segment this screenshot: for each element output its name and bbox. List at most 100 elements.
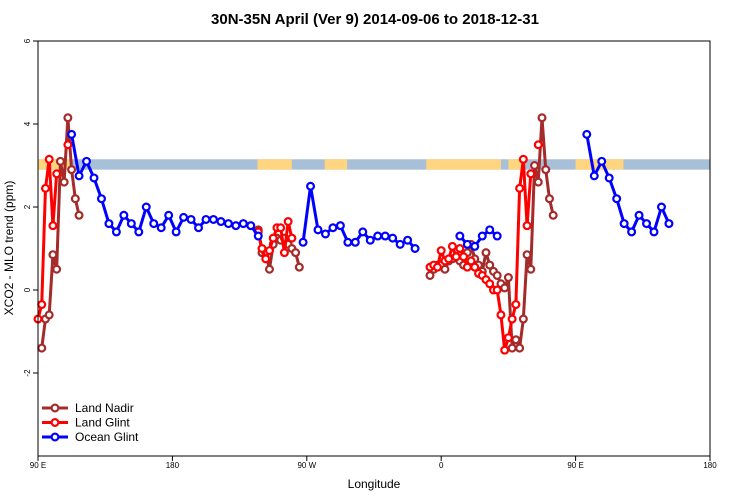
plot-frame [37,40,711,457]
data-point-land-glint [276,223,286,233]
series-line-land-glint [36,157,59,321]
legend-swatch-marker [50,432,60,442]
legend-item-ocean-glint: Ocean Glint [42,430,139,444]
data-point-land-glint [511,300,521,310]
data-point-ocean-glint [664,219,674,229]
data-point-land-glint [264,246,274,256]
data-point-ocean-glint [410,244,420,254]
data-point-ocean-glint [201,214,211,224]
data-point-ocean-glint [111,227,121,237]
data-point-ocean-glint [455,231,465,241]
data-point-ocean-glint [380,231,390,241]
data-point-land-glint [279,248,289,258]
data-point-land-glint [496,310,506,320]
ocean-band [38,159,710,170]
data-point-land-glint [507,314,517,324]
data-point-land-nadir [264,264,274,274]
data-point-ocean-glint [320,229,330,239]
x-tick-label: 90 E [567,461,583,470]
data-point-land-nadir [37,343,47,353]
data-point-land-nadir [548,210,558,220]
data-point-land-nadir [541,165,551,175]
data-point-land-glint [257,244,267,254]
y-axis-label: XCO2 - MLO trend (ppm) [2,181,16,316]
data-point-land-glint [432,262,442,272]
data-point-land-glint [485,279,495,289]
data-point-land-glint [451,252,461,262]
data-point-ocean-glint [231,221,241,231]
land-band-segment [257,159,292,170]
x-tick-label: 180 [166,461,180,470]
data-point-ocean-glint [492,231,502,241]
data-point-land-nadir [425,270,435,280]
data-point-land-glint [52,169,62,179]
data-point-ocean-glint [350,237,360,247]
data-point-ocean-glint [462,239,472,249]
data-point-land-glint [500,345,510,355]
data-point-land-nadir [63,113,73,123]
data-point-ocean-glint [238,219,248,229]
series-line-ocean-glint [585,132,671,234]
series-land-glint [33,140,543,355]
y-tick-label: 2 [23,204,32,209]
data-point-ocean-glint [179,212,189,222]
x-tick-label: 180 [703,461,717,470]
data-point-land-glint [522,221,532,231]
data-point-land-glint [436,246,446,256]
data-point-land-nadir [74,210,84,220]
data-point-ocean-glint [194,223,204,233]
data-point-land-nadir [544,194,554,204]
data-point-ocean-glint [253,231,263,241]
data-point-land-nadir [537,113,547,123]
y-tick-label: 0 [23,287,32,292]
data-point-land-glint [40,183,50,193]
data-point-land-nadir [515,343,525,353]
x-axis: 90 E 180 90 W 0 90 E 180 [30,456,717,470]
data-point-ocean-glint [358,227,368,237]
land-band-segment [38,159,73,170]
data-point-ocean-glint [627,227,637,237]
x-tick-label: 0 [439,461,444,470]
legend-item-land-nadir: Land Nadir [42,401,134,415]
legend-item-land-glint: Land Glint [42,416,130,430]
data-point-ocean-glint [597,156,607,166]
data-point-land-nadir [55,156,65,166]
data-point-ocean-glint [141,202,151,212]
data-point-land-glint [444,254,454,264]
data-point-ocean-glint [89,173,99,183]
data-point-land-glint [261,254,271,264]
data-point-ocean-glint [313,225,323,235]
data-point-ocean-glint [74,171,84,181]
surface-type-band [38,159,710,170]
data-point-ocean-glint [589,171,599,181]
data-point-ocean-glint [388,233,398,243]
data-point-land-nadir [44,310,54,320]
data-point-land-nadir [52,264,62,274]
data-point-land-nadir [291,248,301,258]
data-point-land-nadir [67,165,77,175]
data-point-ocean-glint [171,227,181,237]
legend-label: Land Glint [75,416,130,430]
data-point-land-nadir [511,335,521,345]
x-tick-label: 90 E [30,461,46,470]
data-point-land-glint [466,256,476,266]
data-point-ocean-glint [642,219,652,229]
data-point-ocean-glint [619,219,629,229]
data-point-ocean-glint [149,219,159,229]
data-point-land-glint [470,262,480,272]
data-point-ocean-glint [164,210,174,220]
data-point-ocean-glint [582,129,592,139]
data-point-ocean-glint [216,217,226,227]
y-tick-label: 4 [23,121,32,126]
series-layer [33,113,674,355]
legend-label: Ocean Glint [75,430,139,444]
data-point-ocean-glint [156,223,166,233]
data-point-ocean-glint [104,219,114,229]
data-point-land-glint [447,241,457,251]
land-band-segment [508,159,524,170]
data-point-ocean-glint [82,156,92,166]
data-point-land-glint [459,252,469,262]
y-tick-label: -2 [23,369,32,377]
